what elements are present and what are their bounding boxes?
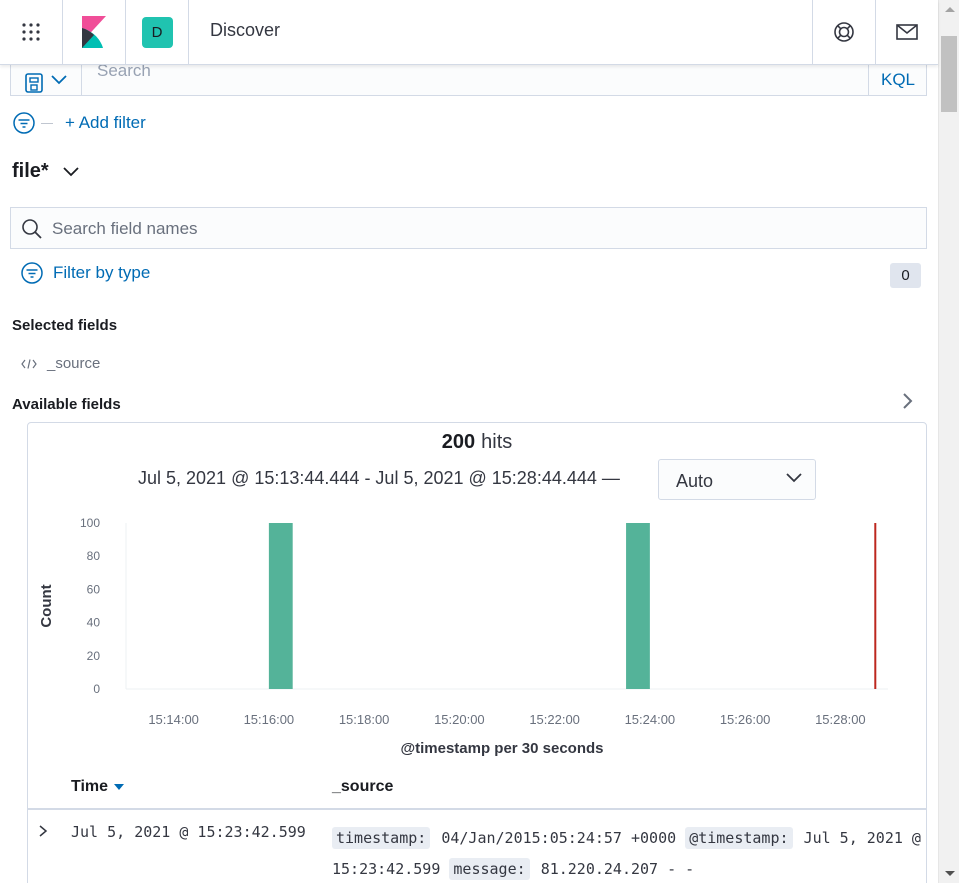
source-value: Jul 5, 2021 @ 15:23:42.599 [332, 829, 921, 878]
field-item-source[interactable]: _source [21, 355, 100, 372]
mail-icon [896, 24, 918, 40]
table-cell-source: timestamp: 04/Jan/2015:05:24:57 +0000 @t… [332, 823, 922, 883]
y-tick-label: 20 [87, 649, 101, 663]
source-value: 04/Jan/2015:05:24:57 +0000 [441, 829, 677, 847]
source-value: 81.220.24.207 - - [540, 860, 695, 878]
breadcrumb-discover: Discover [210, 20, 281, 40]
index-pattern-selector[interactable]: file* [12, 160, 79, 183]
add-filter-button[interactable]: + Add filter [65, 113, 146, 132]
field-search-input[interactable]: Search field names [10, 207, 927, 249]
hits-count: 200 [441, 431, 476, 453]
x-tick-label: 15:26:00 [720, 712, 771, 727]
time-range-text: Jul 5, 2021 @ 15:13:44.444 - Jul 5, 2021… [138, 468, 620, 488]
kibana-logo[interactable] [63, 0, 125, 64]
saved-query-button[interactable] [11, 50, 82, 95]
x-tick-label: 15:22:00 [529, 712, 580, 727]
y-tick-label: 80 [87, 549, 101, 563]
source-key: timestamp: [332, 827, 431, 849]
column-header-time[interactable]: Time [71, 778, 125, 796]
filter-count-badge: 0 [890, 263, 921, 288]
available-fields-title: Available fields [12, 396, 121, 413]
x-tick-label: 15:28:00 [815, 712, 866, 727]
filter-icon[interactable] [13, 112, 35, 134]
histogram-chart[interactable]: 0 20 40 60 80 100 15:14:00 15:16:00 15:18:00 15:2… [28, 505, 926, 765]
help-icon [834, 22, 854, 42]
filter-by-type-label: Filter by type [53, 263, 151, 282]
hits-label: hits [481, 431, 513, 453]
x-tick-label: 15:20:00 [434, 712, 485, 727]
help-button[interactable] [813, 0, 875, 64]
sort-down-icon[interactable] [114, 783, 125, 790]
search-icon [22, 219, 42, 239]
x-tick-label: 15:18:00 [339, 712, 390, 727]
y-tick-label: 0 [93, 682, 100, 696]
table-header-divider [28, 808, 926, 810]
column-header-label: Time [71, 778, 109, 795]
top-header: D Discover [0, 0, 938, 65]
x-tick-label: 15:16:00 [244, 712, 295, 727]
source-key: message: [449, 858, 530, 880]
column-header-source[interactable]: _source [332, 778, 393, 796]
filter-bar: + Add filter [13, 110, 146, 136]
search-input[interactable]: Search [97, 61, 151, 80]
interval-value: Auto [676, 471, 714, 491]
save-icon [25, 72, 43, 93]
query-language-button[interactable]: KQL [868, 50, 927, 95]
newsfeed-button[interactable] [876, 0, 938, 64]
y-tick-label: 60 [87, 582, 101, 596]
table-cell-time: Jul 5, 2021 @ 15:23:42.599 [71, 823, 306, 841]
space-avatar: D [141, 16, 173, 48]
chevron-down-icon [51, 74, 67, 84]
selected-fields-title: Selected fields [12, 317, 118, 334]
x-axis-title: @timestamp per 30 seconds [400, 740, 603, 757]
y-tick-label: 100 [80, 516, 100, 530]
filter-separator [41, 122, 53, 124]
scroll-down-arrow-icon[interactable] [945, 871, 955, 876]
filter-icon [21, 262, 43, 284]
app-menu-button[interactable] [0, 0, 62, 64]
filter-by-type-button[interactable]: Filter by type [21, 262, 150, 284]
scroll-thumb[interactable] [941, 36, 957, 112]
field-name: _source [47, 355, 101, 372]
histogram-bar [626, 523, 650, 689]
source-key: @timestamp: [685, 827, 793, 849]
apps-grid-icon [22, 23, 40, 41]
scroll-up-arrow-icon[interactable] [945, 7, 955, 12]
y-tick-label: 40 [87, 616, 101, 630]
space-selector[interactable]: D [126, 0, 188, 64]
expand-row-chevron-icon[interactable] [38, 824, 48, 838]
x-tick-label: 15:14:00 [148, 712, 199, 727]
kibana-logo-icon [82, 16, 106, 48]
x-tick-label: 15:24:00 [625, 712, 676, 727]
chevron-down-icon [63, 166, 79, 176]
chevron-down-icon [786, 473, 802, 483]
field-search-placeholder: Search field names [52, 219, 198, 238]
index-pattern-label: file* [12, 160, 49, 182]
hits-counter: 200 hits [0, 431, 954, 454]
column-header-label: _source [332, 778, 394, 795]
chevron-right-icon[interactable] [902, 392, 914, 410]
histogram-bar [268, 523, 293, 689]
page-scrollbar[interactable] [938, 0, 959, 883]
y-axis-title: Count [38, 584, 55, 627]
code-icon [21, 358, 37, 369]
interval-select[interactable]: Auto [658, 459, 816, 500]
